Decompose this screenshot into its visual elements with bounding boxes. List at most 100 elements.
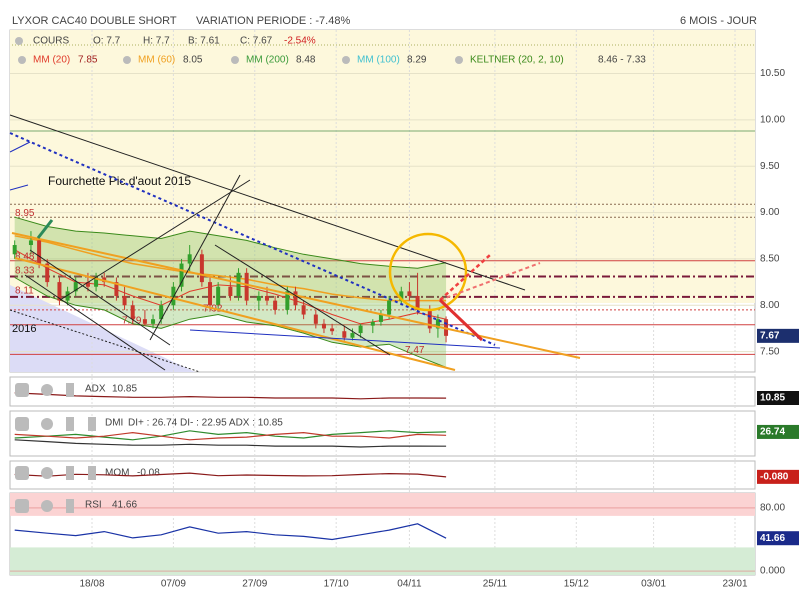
candle-body: [350, 333, 355, 338]
candle-body: [301, 305, 306, 315]
candle-body: [387, 300, 392, 315]
indicator-line: [14, 431, 447, 441]
price-label: 8.95: [15, 208, 35, 219]
candle-body: [114, 282, 119, 296]
price-label: 8.33: [15, 265, 35, 276]
legend-name: MM (200): [246, 55, 289, 66]
candle-body: [228, 286, 233, 296]
arrow: [438, 298, 484, 342]
icon[interactable]: [88, 417, 96, 431]
value-badge-text: 7.67: [760, 330, 780, 341]
candle-body: [208, 282, 213, 306]
candle-body: [12, 245, 17, 255]
period: 6 MOIS - JOUR: [680, 15, 757, 27]
value-badge-text: 10.85: [760, 393, 785, 404]
indicator-line: [14, 439, 447, 448]
legend-icon[interactable]: [123, 56, 131, 64]
candle-body: [122, 296, 127, 306]
icon[interactable]: [15, 499, 29, 513]
candle-body: [171, 286, 176, 306]
candle-body: [94, 277, 99, 287]
overbought-zone: [10, 493, 755, 516]
price-label: 8.48: [15, 251, 35, 262]
icon[interactable]: [41, 384, 53, 396]
candle-body: [378, 314, 383, 322]
candle-body: [151, 319, 156, 324]
icon[interactable]: [15, 466, 29, 480]
plot: 18/08 07/09 27/09 17/10 04/11 25/11 15/12 03/01…: [10, 30, 799, 590]
icon[interactable]: [15, 417, 29, 431]
price-label: 7.47: [405, 345, 425, 356]
price-label: 8.11: [15, 286, 34, 297]
icon[interactable]: [88, 466, 96, 480]
legend-change: -2.54%: [284, 36, 316, 47]
panel-reading: 41.66: [112, 500, 137, 511]
x-tick-label: 18/08: [79, 579, 104, 590]
candle-body: [57, 282, 62, 301]
mom-panel: [9, 460, 756, 490]
candle-body: [142, 319, 147, 324]
candle-body: [65, 291, 70, 301]
oversold-zone: [10, 547, 755, 575]
legend-value: 7.85: [78, 55, 98, 66]
dmi-panel: [9, 410, 756, 457]
trend-line: [9, 184, 29, 191]
candle-body: [273, 300, 278, 310]
candle-body: [330, 328, 335, 332]
icon[interactable]: [66, 417, 74, 431]
y-tick-label: 8.50: [760, 254, 780, 265]
trend-line: [24, 274, 166, 371]
icon[interactable]: [41, 467, 53, 479]
legend-name: KELTNER (20, 2, 10): [470, 55, 564, 66]
legend-icon[interactable]: [18, 56, 26, 64]
icon[interactable]: [66, 499, 74, 513]
y-tick-label: 80.00: [760, 503, 785, 514]
y-tick-label: 10.50: [760, 68, 785, 79]
legend-value: 8.46 - 7.33: [598, 55, 646, 66]
legend-value: 8.05: [183, 55, 203, 66]
legend-name: MM (100): [357, 55, 400, 66]
icon[interactable]: [66, 466, 74, 480]
candle-body: [45, 263, 50, 283]
legend-value: 8.48: [296, 55, 316, 66]
value-badge: [757, 424, 799, 439]
legend-icon[interactable]: [231, 56, 239, 64]
icon[interactable]: [66, 383, 74, 397]
x-tick-label: 17/10: [324, 579, 349, 590]
trend-line: [59, 179, 251, 301]
candle-body: [407, 291, 412, 296]
value-badge: [757, 391, 799, 405]
candle-body: [159, 305, 164, 320]
value-badge-text: -0.080: [760, 472, 789, 483]
candle-body: [399, 291, 404, 301]
mm60-line: [14, 235, 447, 302]
x-tick-label: 23/01: [722, 579, 747, 590]
panel-icons: [15, 383, 96, 513]
candle-body: [370, 321, 375, 326]
trend-line: [9, 132, 496, 346]
keltner-upper: [14, 216, 447, 269]
trend-lines: [9, 114, 581, 373]
icon[interactable]: [15, 383, 29, 397]
legend-icon[interactable]: [15, 37, 23, 45]
icon[interactable]: [41, 500, 53, 512]
title: LYXOR CAC40 DOUBLE SHORT: [12, 15, 177, 27]
legend-icon[interactable]: [455, 56, 463, 64]
candle-body: [293, 291, 298, 306]
candle-body: [85, 282, 90, 287]
trend-line: [9, 309, 201, 373]
trend-line: [149, 174, 241, 341]
candle-body: [37, 240, 42, 264]
candle-body: [256, 296, 261, 301]
icon[interactable]: [41, 418, 53, 430]
arrow: [439, 254, 491, 301]
candle-body: [236, 272, 241, 296]
legend-icon[interactable]: [342, 56, 350, 64]
candle-body: [313, 314, 318, 324]
x-tick-label: 27/09: [242, 579, 267, 590]
candle-body: [199, 254, 204, 283]
y-tick-label: 7.50: [760, 346, 780, 357]
indicator-line: [14, 392, 447, 400]
y-tick-label: 8.00: [760, 300, 780, 311]
